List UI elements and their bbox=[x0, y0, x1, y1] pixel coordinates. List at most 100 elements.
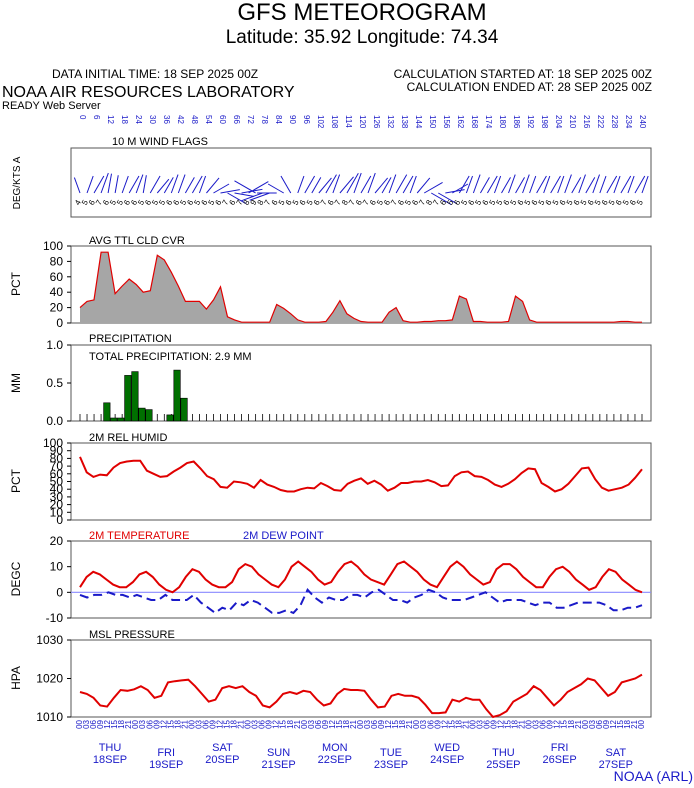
wind-speed-label: 7 bbox=[333, 198, 343, 207]
wind-barb bbox=[346, 173, 359, 194]
day-name: SUN bbox=[267, 747, 290, 759]
y-tick-label: 20 bbox=[50, 498, 64, 512]
forecast-hour-label: 66 bbox=[232, 115, 241, 124]
wind-barb bbox=[388, 174, 397, 194]
wind-speed-label: 6 bbox=[382, 198, 392, 207]
wind-barb bbox=[571, 177, 582, 194]
forecast-hour-label: 30 bbox=[148, 115, 157, 124]
forecast-hour-label: 180 bbox=[498, 115, 507, 129]
y-tick-label: 80 bbox=[50, 254, 64, 268]
calc-started: CALCULATION STARTED AT: 18 SEP 2025 00Z bbox=[394, 67, 652, 81]
wind-barb bbox=[248, 181, 269, 194]
forecast-hour-label: 144 bbox=[414, 115, 423, 129]
server-name: READY Web Server bbox=[2, 100, 101, 112]
day-date: 23SEP bbox=[374, 759, 408, 771]
y-tick-label: 0.0 bbox=[46, 414, 63, 428]
y-tick-label: 100 bbox=[43, 436, 63, 450]
y-tick-label: 60 bbox=[50, 467, 64, 481]
hour-label: 21 bbox=[405, 719, 414, 728]
wind-barb bbox=[501, 177, 511, 194]
wind-barb bbox=[206, 177, 220, 194]
hour-label: 18 bbox=[454, 719, 463, 728]
hour-label: 03 bbox=[138, 719, 147, 728]
wind-barb bbox=[121, 175, 129, 194]
wind-barb bbox=[416, 177, 431, 194]
hour-label: 00 bbox=[525, 719, 534, 728]
wind-speed-label: 6 bbox=[185, 198, 195, 207]
hour-label: 18 bbox=[567, 719, 576, 728]
calc-ended: CALCULATION ENDED AT: 28 SEP 2025 00Z bbox=[407, 80, 652, 94]
y-axis-label: HPA bbox=[9, 666, 23, 690]
precip-bar bbox=[145, 409, 153, 422]
hour-label: 09 bbox=[321, 719, 330, 728]
hour-label: 06 bbox=[482, 719, 491, 728]
wind-speed-label: 6 bbox=[326, 198, 336, 207]
hour-label: 12 bbox=[553, 719, 562, 728]
hour-label: 03 bbox=[194, 719, 203, 728]
wind-barb bbox=[395, 174, 408, 194]
wind-barb bbox=[494, 175, 502, 194]
hour-label: 06 bbox=[258, 719, 267, 728]
hour-label: 06 bbox=[145, 719, 154, 728]
hour-label: 12 bbox=[440, 719, 449, 728]
precip-bar bbox=[138, 407, 146, 422]
panel-frame bbox=[70, 147, 652, 218]
day-name: SAT bbox=[212, 742, 233, 754]
hour-label: 06 bbox=[370, 719, 379, 728]
wind-speed-label: 5 bbox=[445, 198, 455, 207]
wind-speed-label: 5 bbox=[206, 198, 216, 207]
hour-label: 12 bbox=[609, 719, 618, 728]
wind-barb bbox=[191, 175, 203, 194]
wind-speed-label: 5 bbox=[593, 198, 603, 207]
y-tick-label: 90 bbox=[50, 444, 64, 458]
hour-label: 09 bbox=[489, 719, 498, 728]
wind-barb bbox=[472, 174, 481, 194]
wind-barb bbox=[438, 192, 457, 205]
day-date: 24SEP bbox=[430, 754, 464, 766]
wind-speed-label: 5 bbox=[291, 198, 301, 207]
wind-speed-label: 6 bbox=[101, 198, 111, 207]
hour-label: 18 bbox=[398, 719, 407, 728]
wind-barb bbox=[332, 174, 341, 194]
wind-speed-label: 5 bbox=[178, 198, 188, 207]
wind-speed-label: 6 bbox=[164, 198, 174, 207]
wind-speed-label: 5 bbox=[635, 198, 645, 207]
precip-bar bbox=[173, 369, 181, 422]
dew-point-legend: 2M DEW POINT bbox=[243, 530, 324, 542]
dew-point-line bbox=[79, 588, 643, 615]
wind-speed-label: 6 bbox=[87, 198, 97, 207]
wind-barb bbox=[280, 175, 292, 194]
wind-barb bbox=[613, 175, 621, 194]
hour-label: 03 bbox=[82, 719, 91, 728]
hour-label: 12 bbox=[216, 719, 225, 728]
wind-barb bbox=[128, 175, 140, 194]
day-name: THU bbox=[99, 742, 122, 754]
wind-barb bbox=[529, 175, 537, 194]
hour-label: 18 bbox=[117, 719, 126, 728]
hour-label: 18 bbox=[511, 719, 520, 728]
org-name: NOAA AIR RESOURCES LABORATORY bbox=[2, 84, 295, 101]
forecast-hour-label: 12 bbox=[106, 115, 115, 124]
wind-barb bbox=[479, 177, 490, 194]
cloud-cover-line bbox=[79, 251, 642, 323]
hour-label: 00 bbox=[356, 719, 365, 728]
wind-barb bbox=[592, 174, 600, 194]
wind-barb bbox=[234, 180, 256, 194]
hour-label: 09 bbox=[96, 719, 105, 728]
hour-label: 18 bbox=[173, 719, 182, 728]
wind-barb bbox=[599, 175, 607, 194]
wind-barb bbox=[585, 177, 596, 194]
wind-speed-label: 5 bbox=[150, 198, 160, 207]
wind-speed-label: 5 bbox=[277, 198, 287, 207]
hour-label: 15 bbox=[223, 719, 232, 728]
wind-barb bbox=[508, 174, 516, 194]
wind-barb bbox=[184, 177, 195, 194]
wind-speed-label: 8 bbox=[340, 198, 350, 207]
hour-label: 06 bbox=[426, 719, 435, 728]
wind-speed-label: 5 bbox=[621, 198, 631, 207]
hour-label: 03 bbox=[532, 719, 541, 728]
y-tick-label: 30 bbox=[50, 490, 64, 504]
wind-barb bbox=[177, 174, 186, 194]
wind-speed-label: 5 bbox=[551, 198, 561, 207]
wind-speed-label: 6 bbox=[628, 198, 638, 207]
